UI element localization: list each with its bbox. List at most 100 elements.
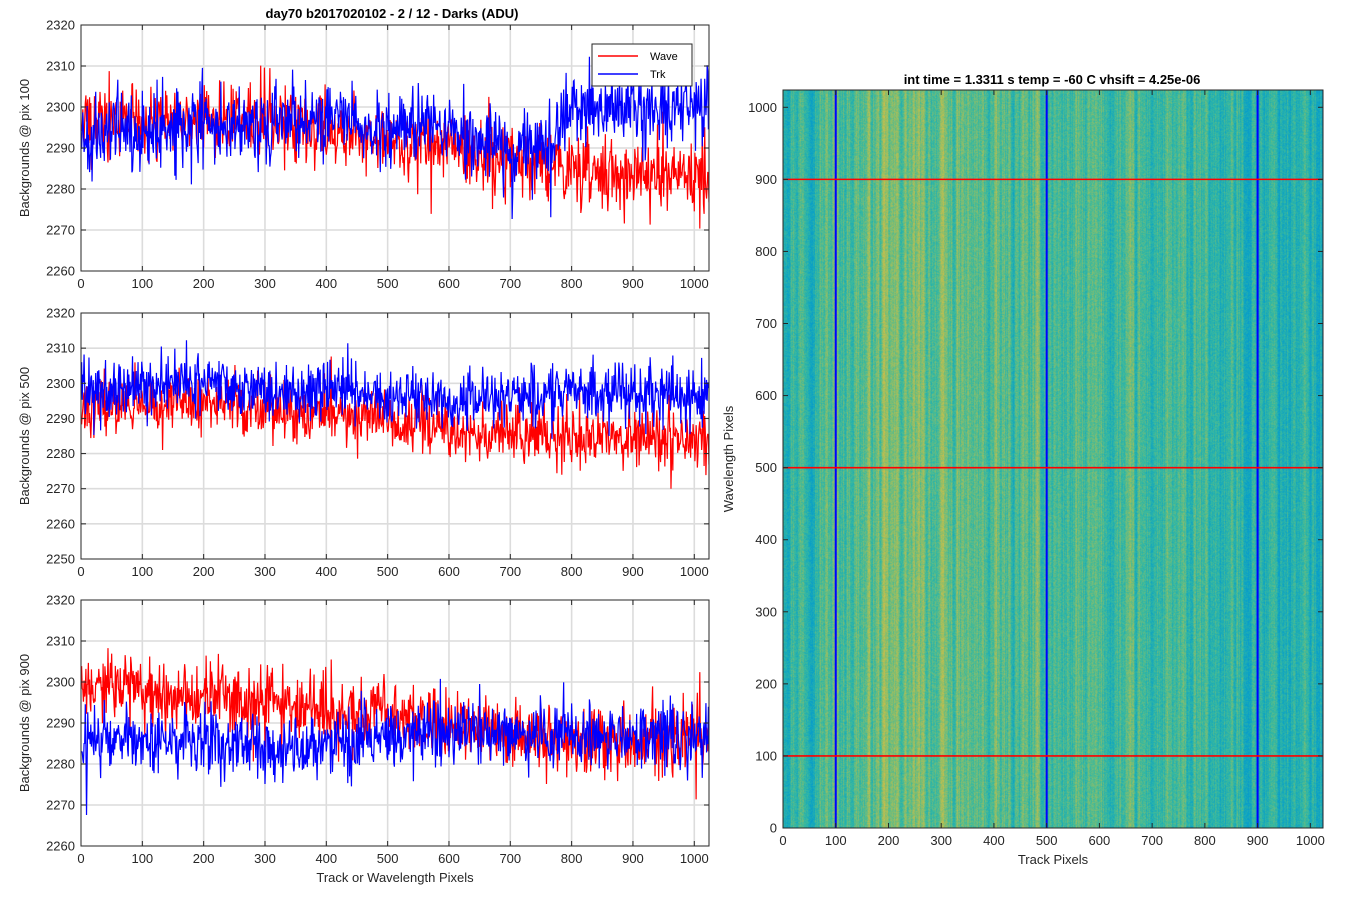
y-tick-label: 2320 xyxy=(46,593,75,608)
y-tick-label: 2300 xyxy=(46,100,75,115)
y-tick-label: 2320 xyxy=(46,18,75,33)
series-group xyxy=(81,56,709,229)
y-axis-label: Backgrounds @ pix 900 xyxy=(17,654,32,792)
y-tick-label: 2260 xyxy=(46,516,75,531)
series-group xyxy=(81,648,709,815)
x-tick-label: 1000 xyxy=(1296,833,1325,848)
y-tick-label: 2280 xyxy=(46,446,75,461)
x-tick-label: 400 xyxy=(315,564,337,579)
y-tick-label: 800 xyxy=(755,244,777,259)
series-line-trk xyxy=(81,678,709,815)
x-tick-label: 200 xyxy=(193,851,215,866)
x-tick-label: 100 xyxy=(131,851,153,866)
y-tick-label: 2320 xyxy=(46,306,75,321)
y-tick-label: 600 xyxy=(755,388,777,403)
y-tick-label: 2260 xyxy=(46,839,75,854)
x-tick-label: 800 xyxy=(561,276,583,291)
x-tick-label: 600 xyxy=(438,851,460,866)
y-tick-label: 2270 xyxy=(46,223,75,238)
y-tick-label: 200 xyxy=(755,676,777,691)
x-tick-label: 500 xyxy=(377,851,399,866)
y-axis-label: Backgrounds @ pix 500 xyxy=(17,367,32,505)
x-tick-label: 400 xyxy=(315,851,337,866)
x-tick-label: 1000 xyxy=(680,276,709,291)
y-tick-label: 2310 xyxy=(46,59,75,74)
axis-ticks: 0 100 200 300 400 500 600 700 800 900 1000 0 100 200 3… xyxy=(748,90,1325,848)
y-tick-label: 0 xyxy=(770,821,777,836)
x-tick-label: 1000 xyxy=(680,564,709,579)
x-tick-label: 200 xyxy=(878,833,900,848)
series-line-trk xyxy=(81,56,709,220)
x-tick-label: 300 xyxy=(254,564,276,579)
series-line-trk xyxy=(81,340,709,440)
x-tick-label: 500 xyxy=(377,564,399,579)
right-figure-title: int time = 1.3311 s temp = -60 C vhsift … xyxy=(904,72,1201,87)
x-tick-label: 300 xyxy=(254,851,276,866)
heatmap-image xyxy=(783,90,1323,828)
x-tick-label: 200 xyxy=(193,564,215,579)
x-tick-label: 700 xyxy=(499,564,521,579)
y-tick-label: 2290 xyxy=(46,411,75,426)
legend-label-wave: Wave xyxy=(650,51,678,63)
axes-frame xyxy=(80,24,710,272)
axis-ticks: 0 100 200 300 400 500 600 700 800 900 1000 2260 2270… xyxy=(46,593,709,866)
heatmap-overlays xyxy=(783,90,1323,828)
y-tick-label: 2280 xyxy=(46,182,75,197)
x-tick-label: 900 xyxy=(622,564,644,579)
x-axis-label: Track Pixels xyxy=(1018,852,1089,867)
x-tick-label: 500 xyxy=(377,276,399,291)
x-tick-label: 900 xyxy=(622,276,644,291)
x-tick-label: 0 xyxy=(77,851,84,866)
x-tick-label: 0 xyxy=(77,564,84,579)
x-tick-label: 1000 xyxy=(680,851,709,866)
series-line-wave xyxy=(81,65,709,229)
x-tick-label: 800 xyxy=(561,564,583,579)
series-line-wave xyxy=(81,356,709,489)
y-axis-label: Backgrounds @ pix 100 xyxy=(17,79,32,217)
axes-frame xyxy=(80,312,710,560)
legend-box xyxy=(591,43,693,87)
x-tick-label: 600 xyxy=(438,276,460,291)
x-tick-label: 100 xyxy=(825,833,847,848)
heatmap-plot: 0 100 200 300 400 500 600 700 800 900 1000 0 100 200 3… xyxy=(721,89,1325,867)
line-plot-pix-500: 0 100 200 300 400 500 600 700 800 900 1000 2250 2260… xyxy=(17,306,710,579)
x-axis-label: Track or Wavelength Pixels xyxy=(316,870,474,885)
x-tick-label: 400 xyxy=(983,833,1005,848)
x-tick-label: 300 xyxy=(254,276,276,291)
y-tick-label: 700 xyxy=(755,316,777,331)
y-tick-label: 2280 xyxy=(46,757,75,772)
axis-ticks: 0 100 200 300 400 500 600 700 800 900 1000 2260 2270… xyxy=(46,18,709,291)
x-tick-label: 700 xyxy=(499,851,521,866)
y-tick-label: 2300 xyxy=(46,675,75,690)
x-tick-label: 600 xyxy=(438,564,460,579)
y-tick-label: 1000 xyxy=(748,100,777,115)
y-tick-label: 100 xyxy=(755,748,777,763)
line-plot-pix-100: 0 100 200 300 400 500 600 700 800 900 1000 2260 2270… xyxy=(17,18,710,291)
axes-frame xyxy=(782,89,1324,829)
y-tick-label: 2260 xyxy=(46,264,75,279)
y-tick-label: 2310 xyxy=(46,341,75,356)
x-tick-label: 900 xyxy=(622,851,644,866)
line-plot-pix-900: 0 100 200 300 400 500 600 700 800 900 1000 2260 2270… xyxy=(17,593,710,885)
axis-ticks: 0 100 200 300 400 500 600 700 800 900 1000 2250 2260… xyxy=(46,306,709,579)
x-tick-label: 200 xyxy=(193,276,215,291)
x-tick-label: 500 xyxy=(1036,833,1058,848)
x-tick-label: 800 xyxy=(561,851,583,866)
y-tick-label: 900 xyxy=(755,172,777,187)
x-tick-label: 100 xyxy=(131,564,153,579)
x-tick-label: 900 xyxy=(1247,833,1269,848)
x-tick-label: 100 xyxy=(131,276,153,291)
x-tick-label: 800 xyxy=(1194,833,1216,848)
x-tick-label: 700 xyxy=(1141,833,1163,848)
left-figure-title: day70 b2017020102 - 2 / 12 - Darks (ADU) xyxy=(266,6,519,21)
x-tick-label: 400 xyxy=(315,276,337,291)
y-tick-label: 2310 xyxy=(46,634,75,649)
y-tick-label: 2290 xyxy=(46,716,75,731)
y-tick-label: 300 xyxy=(755,604,777,619)
y-tick-label: 2300 xyxy=(46,376,75,391)
x-tick-label: 0 xyxy=(77,276,84,291)
x-tick-label: 600 xyxy=(1089,833,1111,848)
y-tick-label: 2250 xyxy=(46,552,75,567)
y-tick-label: 500 xyxy=(755,460,777,475)
